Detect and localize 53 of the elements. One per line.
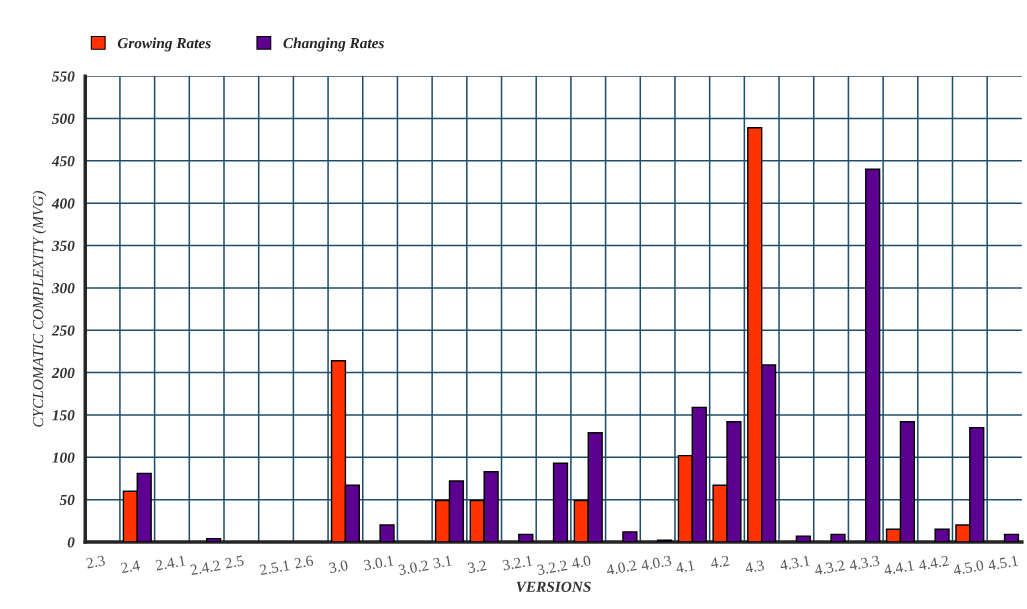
x-tick-label: 4.5.1 <box>987 555 1019 571</box>
y-tick-label: 450 <box>51 155 75 167</box>
bar <box>795 535 811 543</box>
x-tick-label: 4.1 <box>675 560 695 574</box>
y-tick-label: 400 <box>51 198 75 209</box>
bar <box>622 531 638 543</box>
x-tick-label: 2.4 <box>120 559 141 574</box>
x-tick-label: 2.6 <box>294 555 314 569</box>
y-tick-label: 300 <box>51 283 75 294</box>
x-tick-label: 4.0.2 <box>605 560 637 576</box>
x-tick-label: 2.4.2 <box>190 560 221 576</box>
x-tick-label: 4.5.0 <box>952 559 984 576</box>
x-tick-label: 2.4.1 <box>155 555 186 571</box>
bar <box>552 462 569 543</box>
x-tick-label: 3.0.2 <box>398 560 429 576</box>
y-tick-label: 550 <box>52 71 75 82</box>
x-tick-label: 4.4.2 <box>918 555 949 571</box>
y-tick-label: 50 <box>59 494 75 506</box>
x-tick-label: 4.4.1 <box>883 560 915 576</box>
legend-label: Changing Rates <box>283 37 384 52</box>
x-tick-label: 4.3.3 <box>848 555 880 571</box>
legend-label: Growing Rates <box>117 37 211 52</box>
x-tick-label: 3.0.1 <box>363 555 394 571</box>
x-tick-label: 2.5 <box>224 555 245 569</box>
bar <box>518 533 534 543</box>
x-tick-label: 4.3.2 <box>814 560 845 576</box>
y-tick-label: 250 <box>51 325 75 336</box>
bar <box>379 524 395 543</box>
y-tick-label: 200 <box>51 367 75 379</box>
x-tick-label: 2.5.1 <box>259 560 290 576</box>
y-tick-label: 350 <box>51 240 75 251</box>
bar <box>205 537 222 543</box>
bar <box>934 528 950 543</box>
x-tick-label: 4.3 <box>744 560 765 574</box>
bar <box>830 533 846 543</box>
x-tick-label: 2.3 <box>85 555 106 569</box>
x-tick-label: 4.2 <box>710 555 730 569</box>
y-tick-label: 100 <box>52 452 75 463</box>
x-tick-label: 4.0 <box>571 555 592 569</box>
y-tick-label: 150 <box>52 410 75 421</box>
x-tick-label: 3.2.1 <box>502 555 533 571</box>
bar <box>865 168 881 543</box>
y-tick-label: 500 <box>52 113 75 124</box>
x-tick-label: 3.0 <box>328 559 349 574</box>
y-tick-label: 0 <box>67 537 75 548</box>
x-axis-title: VERSIONS <box>516 581 591 592</box>
y-axis-title: CYCLOMATIC COMPLEXITY (MVG) <box>32 190 47 427</box>
x-tick-label: 3.1 <box>432 555 452 569</box>
x-tick-label: 4.0.3 <box>640 555 672 571</box>
x-tick-label: 3.2.2 <box>537 560 568 576</box>
x-tick-label: 3.2 <box>467 560 487 574</box>
bar <box>1003 533 1020 543</box>
x-tick-label: 4.3.1 <box>779 555 811 571</box>
